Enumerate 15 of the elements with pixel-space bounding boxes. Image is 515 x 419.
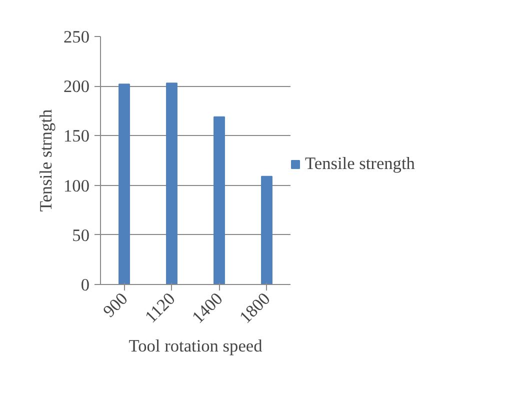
y-tick-label: 50 [72, 226, 90, 245]
y-tick-label: 200 [64, 77, 90, 96]
bar [261, 176, 272, 284]
x-axis-title: Tool rotation speed [128, 336, 263, 356]
y-tick-label: 150 [64, 126, 90, 146]
bar [214, 116, 225, 284]
legend-label: Tensile strength [305, 154, 415, 174]
bar [166, 82, 178, 284]
x-tick-label: 1120 [141, 289, 179, 327]
x-tick-label: 900 [100, 289, 132, 321]
y-axis-title: Tensile strngth [36, 109, 56, 212]
y-tick-label: 100 [64, 176, 90, 196]
y-tick-label: 250 [64, 28, 90, 46]
y-tick-label: 0 [80, 276, 90, 294]
bar [118, 84, 130, 284]
